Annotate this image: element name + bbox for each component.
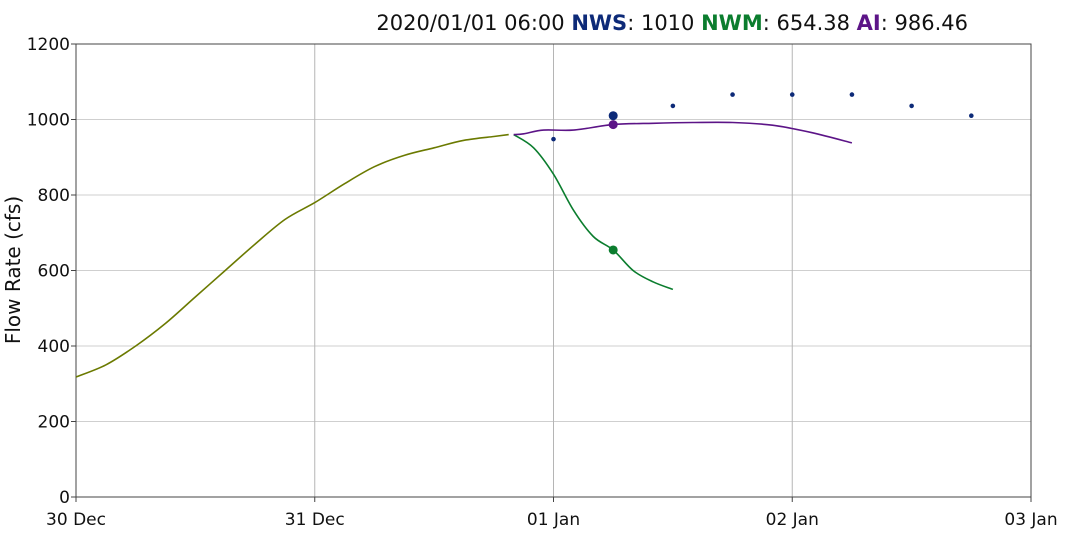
y-tick-label: 800	[38, 186, 70, 206]
y-tick-label: 0	[59, 488, 70, 508]
readout-spacer	[850, 11, 857, 35]
readout-spacer	[694, 11, 701, 35]
x-tick-label: 03 Jan	[1004, 510, 1057, 530]
nws-data-point	[849, 92, 855, 97]
y-tick-label: 400	[38, 337, 70, 357]
grid-lines	[76, 44, 1031, 497]
readout-separator: :	[627, 11, 641, 35]
axis-tick-labels: 0 200 400 600 800 1000 1200 30 Dec 31 Dec 01 Jan 0…	[27, 35, 1058, 530]
x-tick-label: 02 Jan	[766, 510, 819, 530]
x-tick-label: 31 Dec	[285, 510, 345, 530]
readout-timestamp: 2020/01/01 06:00	[376, 11, 564, 35]
readout-separator: :	[881, 11, 895, 35]
nwm-highlight-point	[608, 245, 618, 255]
readout-label-nwm: NWM	[701, 11, 763, 35]
readout-separator: :	[763, 11, 777, 35]
y-tick-label: 1200	[27, 35, 70, 55]
x-tick-label: 01 Jan	[527, 510, 580, 530]
y-tick-label: 1000	[27, 111, 70, 131]
ai-highlight-point	[608, 120, 618, 130]
readout-value-nws: 1010	[641, 11, 694, 35]
y-tick-label: 600	[38, 262, 70, 282]
highlight-markers	[608, 111, 618, 255]
nws-data-point	[730, 92, 735, 97]
y-tick-label: 200	[38, 413, 70, 433]
ai-series-line	[513, 121, 853, 144]
axis-ticks	[71, 43, 1032, 502]
series-layer	[75, 92, 974, 378]
readout-value-ai: 986.46	[895, 11, 968, 35]
nws-data-point	[909, 103, 914, 109]
hover-readout: 2020/01/01 06:00 NWS: 1010 NWM: 654.38 A…	[376, 11, 968, 35]
readout-spacer	[565, 11, 572, 35]
nwm-series-line	[513, 133, 674, 291]
series-0-series-line	[75, 133, 509, 378]
readout-label-nws: NWS	[571, 11, 627, 35]
x-tick-label: 30 Dec	[46, 510, 106, 530]
nws-data-point	[670, 103, 676, 109]
nws-data-point	[551, 136, 556, 142]
readout-value-nwm: 654.38	[777, 11, 850, 35]
readout-label-ai: AI	[857, 11, 881, 35]
nws-data-point	[789, 92, 795, 97]
nws-highlight-point	[608, 111, 618, 121]
y-axis-title: Flow Rate (cfs)	[1, 196, 25, 344]
nws-data-point	[969, 113, 974, 119]
